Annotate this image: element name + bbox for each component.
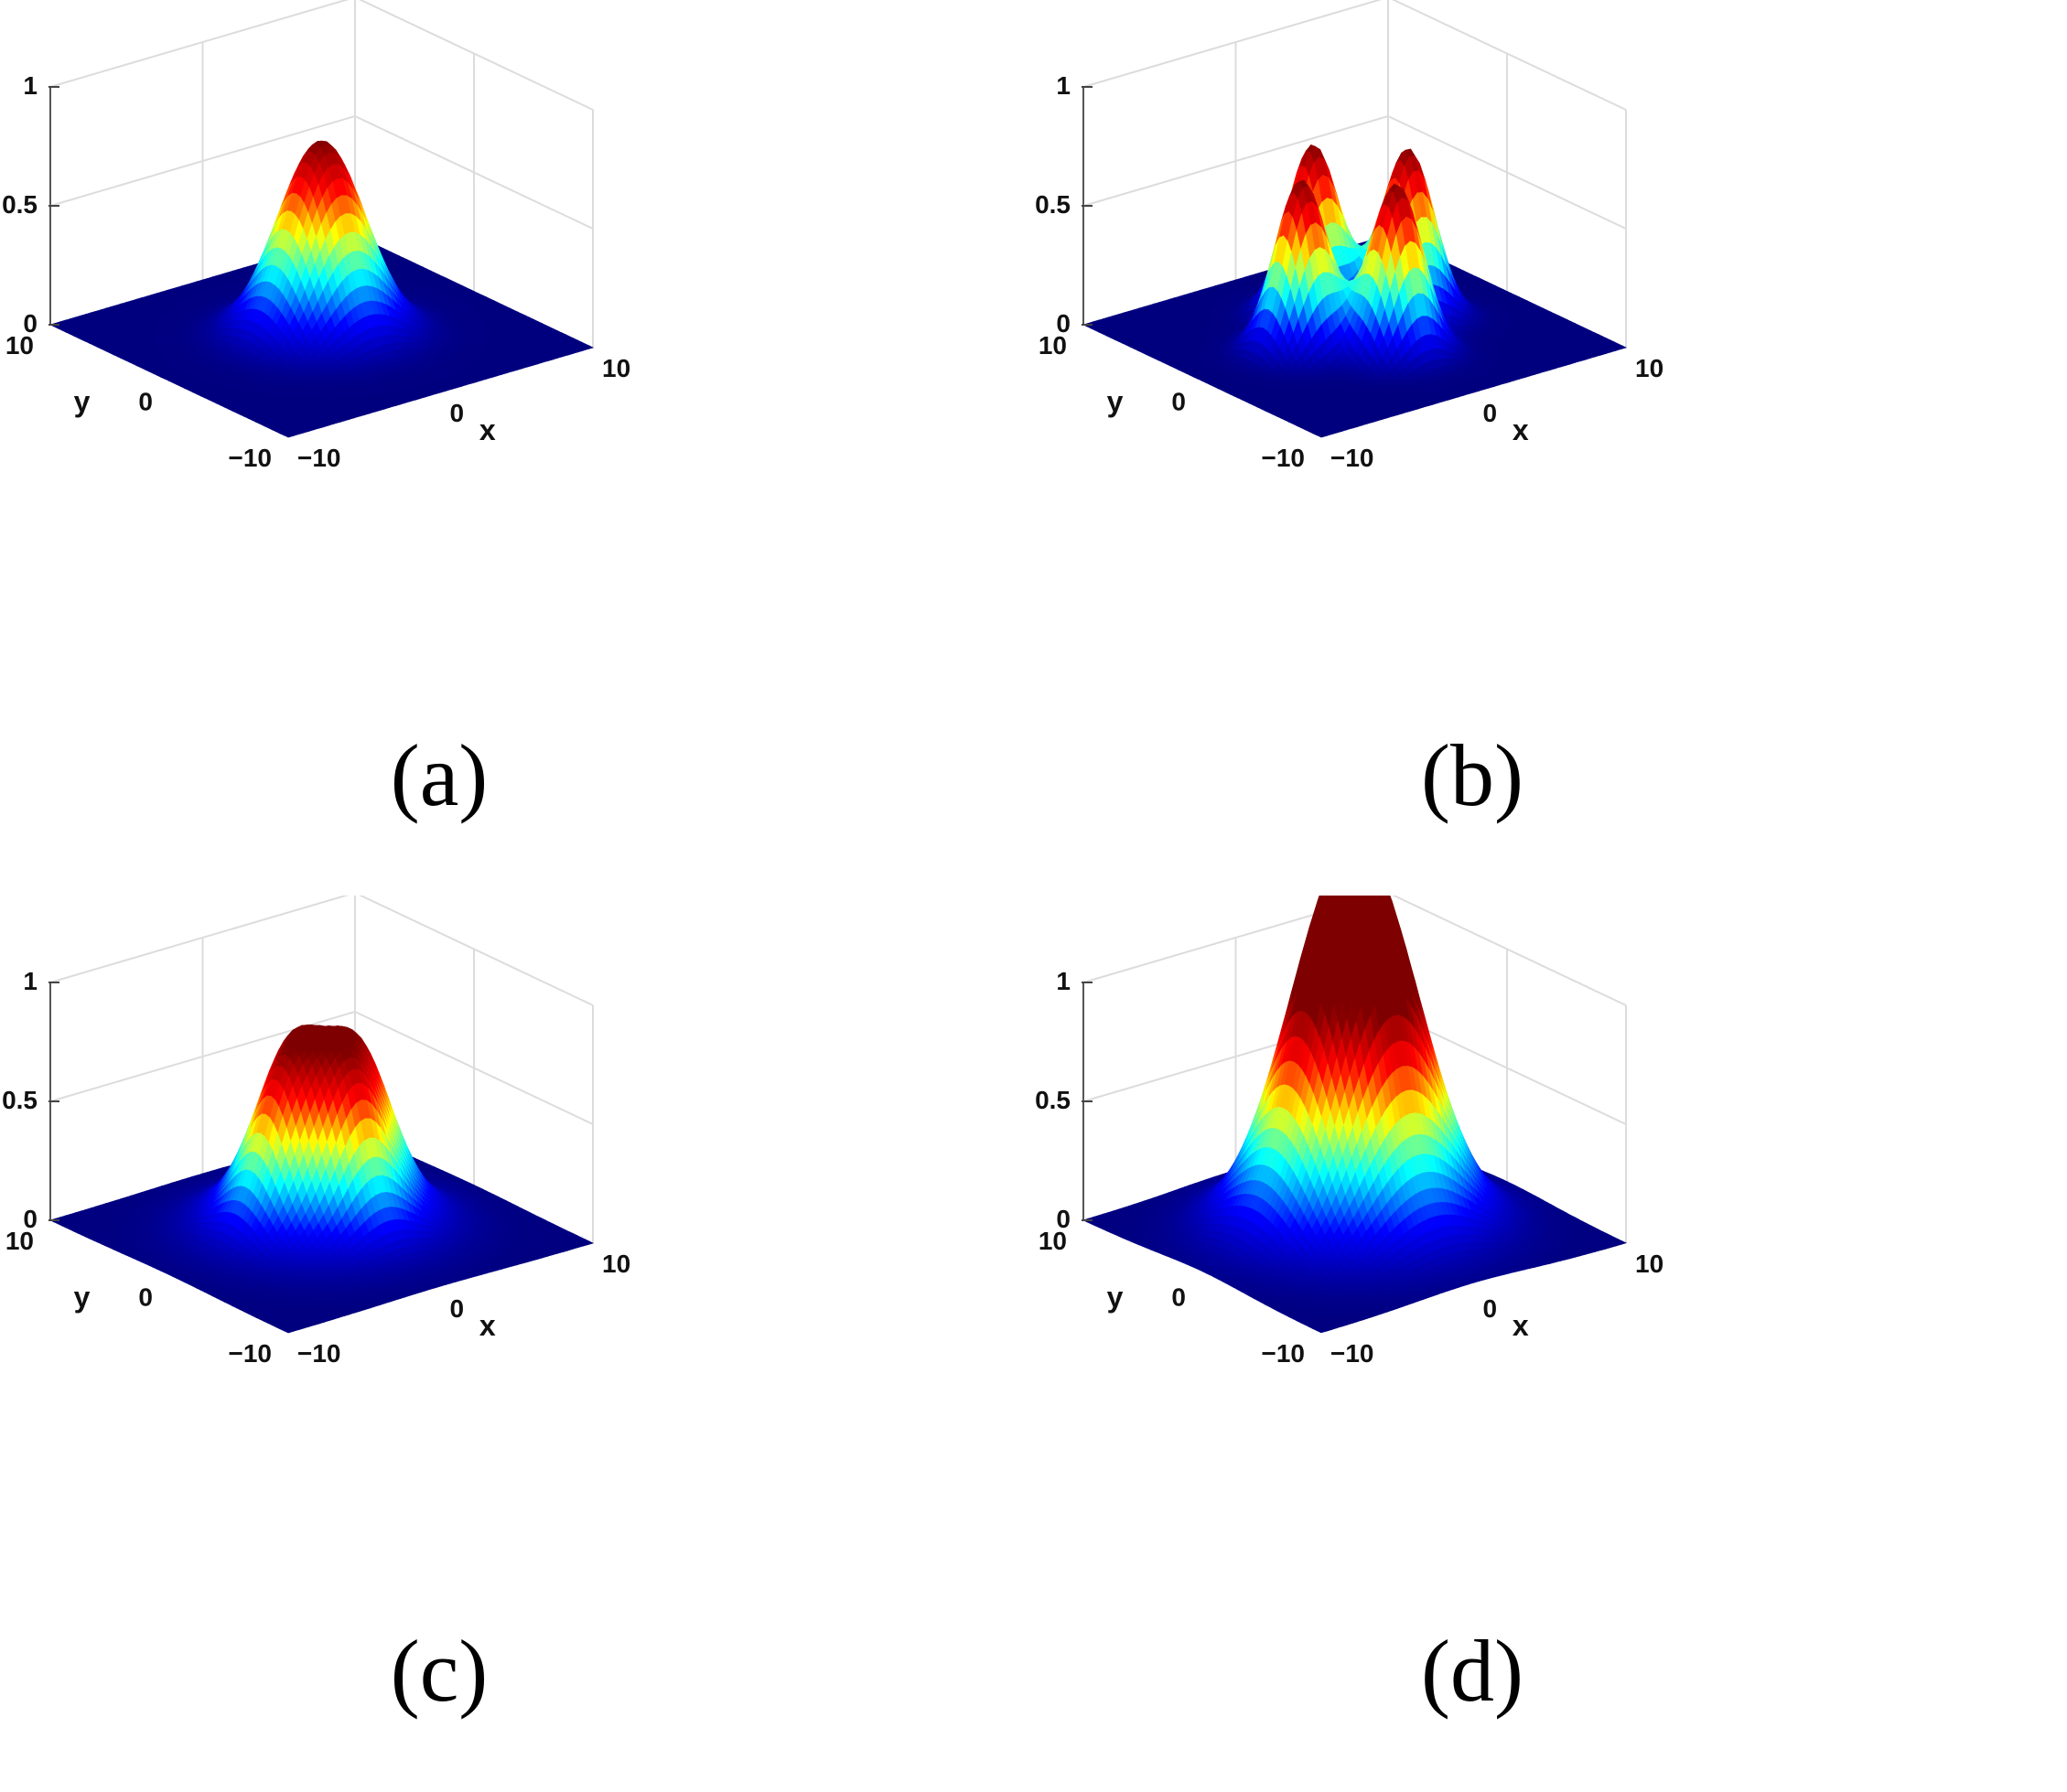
z-tick-label: 0.5 [2,190,38,219]
y-tick-label: −10 [229,444,273,472]
surface-plot-b: 0 0.5 1 10 0 −10 y −10 0 10 x (b) [1033,0,2066,896]
y-tick-label: 10 [5,331,34,359]
x-axis-label: x [479,413,496,446]
x-tick-label: 0 [450,399,465,427]
axis-box [1082,0,1627,348]
surface-patch [283,433,295,438]
surface-plot-a: 0 0.5 1 10 0 −10 y −10 0 10 x (a) [0,0,1033,896]
surface-mesh [1082,144,1628,438]
y-tick-label: 0 [138,388,153,416]
y-axis-label: y [74,385,91,418]
z-tick-label: 1 [23,71,38,100]
x-tick-label: 10 [602,354,630,382]
panel-caption: (a) [391,726,489,824]
surface-mesh [48,140,595,438]
z-tick-label: 0 [23,309,38,338]
x-tick-label: −10 [297,444,341,472]
